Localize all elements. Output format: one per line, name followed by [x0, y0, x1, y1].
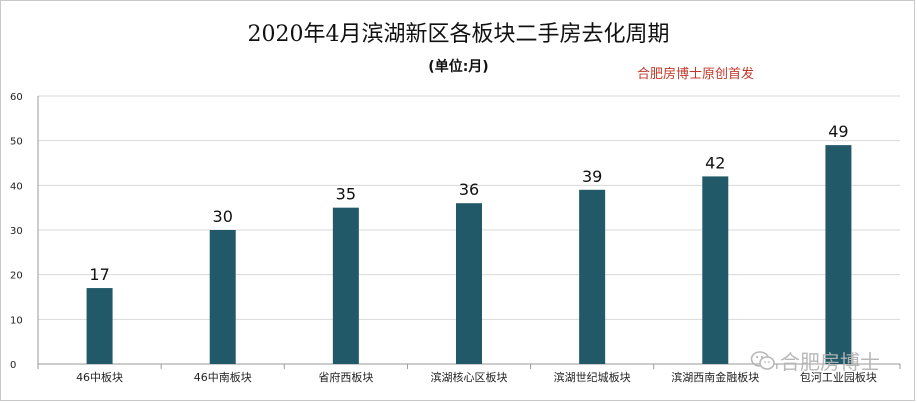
x-tick-label: 滨湖核心区板块: [431, 370, 508, 384]
watermark-text: 合肥房博士: [780, 350, 880, 374]
bar: [579, 189, 606, 364]
x-tick-label: 滨湖世纪城板块: [554, 370, 631, 384]
data-label: 30: [213, 207, 233, 226]
data-label: 17: [89, 265, 109, 284]
y-tick-label: 0: [10, 360, 16, 371]
chart-subtitle: (单位:月): [428, 59, 489, 75]
chart-title: 2020年4月滨湖新区各板块二手房去化周期: [247, 22, 670, 47]
y-tick-label: 50: [10, 137, 23, 148]
bar: [702, 176, 729, 364]
bar: [456, 203, 482, 364]
data-label: 42: [705, 153, 725, 172]
y-tick-label: 60: [10, 92, 23, 103]
wechat-icon: [750, 350, 775, 370]
data-label: 35: [336, 185, 356, 204]
bar: [825, 145, 852, 364]
x-tick-label: 省府西板块: [318, 370, 373, 384]
x-tick-label: 包河工业园板块: [800, 370, 877, 384]
y-tick-label: 10: [10, 315, 23, 326]
y-tick-label: 20: [10, 271, 23, 282]
credit-text: 合肥房博士原创首发: [637, 67, 755, 82]
bar: [332, 207, 359, 364]
y-tick-label: 40: [10, 181, 23, 192]
data-label: 49: [828, 122, 848, 141]
watermark: 合肥房博士: [750, 346, 880, 375]
data-label: 36: [459, 180, 479, 199]
bar: [86, 288, 113, 364]
data-label: 39: [582, 167, 602, 186]
x-tick-label: 滨湖西南金融板块: [671, 370, 759, 384]
y-tick-label: 30: [10, 226, 23, 237]
bar: [209, 230, 236, 364]
x-tick-label: 46中南板块: [194, 370, 252, 384]
x-tick-label: 46中板块: [76, 370, 123, 384]
